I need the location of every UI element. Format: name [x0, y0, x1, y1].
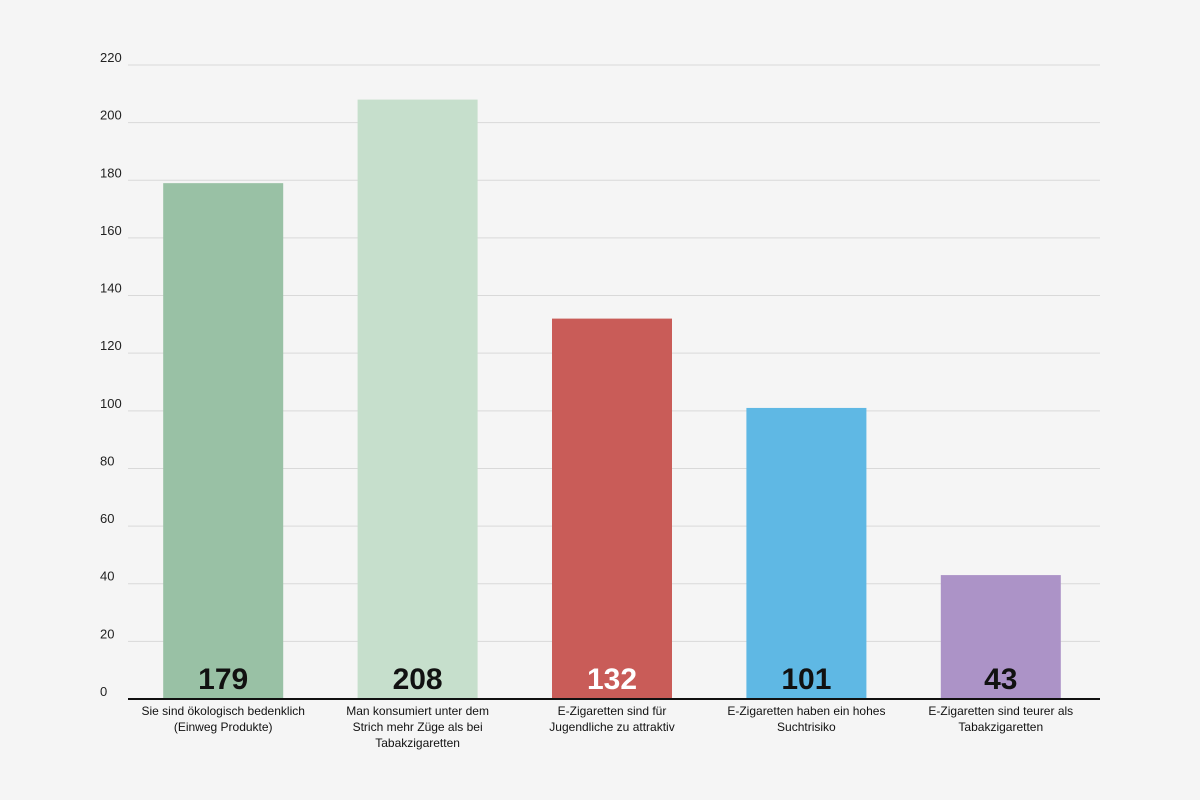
- bar-value-label: 208: [393, 663, 443, 696]
- y-tick-label: 100: [100, 396, 122, 411]
- bar: [163, 183, 284, 699]
- x-category-label: Jugendliche zu attraktiv: [549, 720, 674, 734]
- x-category-label: Suchtrisiko: [777, 720, 836, 734]
- y-tick-label: 0: [100, 684, 107, 699]
- x-category-label: Sie sind ökologisch bedenklich: [141, 704, 304, 718]
- y-tick-label: 180: [100, 165, 122, 180]
- bar-value-label: 132: [587, 663, 637, 696]
- x-category-label: Strich mehr Züge als bei: [353, 720, 483, 734]
- y-tick-label: 40: [100, 569, 114, 584]
- y-tick-label: 20: [100, 626, 114, 641]
- y-tick-label: 200: [100, 108, 122, 123]
- bar-value-label: 179: [198, 663, 248, 696]
- y-tick-label: 160: [100, 223, 122, 238]
- bar: [552, 318, 672, 699]
- y-tick-label: 220: [100, 50, 122, 65]
- y-tick-label: 80: [100, 453, 114, 468]
- x-category-label: E-Zigaretten sind für: [558, 704, 667, 718]
- x-category-label: Man konsumiert unter dem: [346, 704, 489, 718]
- x-category-label: E-Zigaretten sind teurer als: [928, 704, 1073, 718]
- bar-value-label: 101: [781, 663, 831, 696]
- x-category-label: Tabakzigaretten: [375, 736, 460, 750]
- x-category-label: E-Zigaretten haben ein hohes: [727, 704, 885, 718]
- y-tick-label: 140: [100, 281, 122, 296]
- bar: [357, 99, 478, 700]
- bar: [746, 407, 867, 699]
- x-category-label: (Einweg Produkte): [174, 720, 273, 734]
- y-tick-label: 60: [100, 511, 114, 526]
- bar-value-label: 43: [984, 663, 1017, 696]
- bar: [940, 575, 1061, 699]
- y-tick-label: 120: [100, 338, 122, 353]
- x-category-label: Tabakzigaretten: [958, 720, 1043, 734]
